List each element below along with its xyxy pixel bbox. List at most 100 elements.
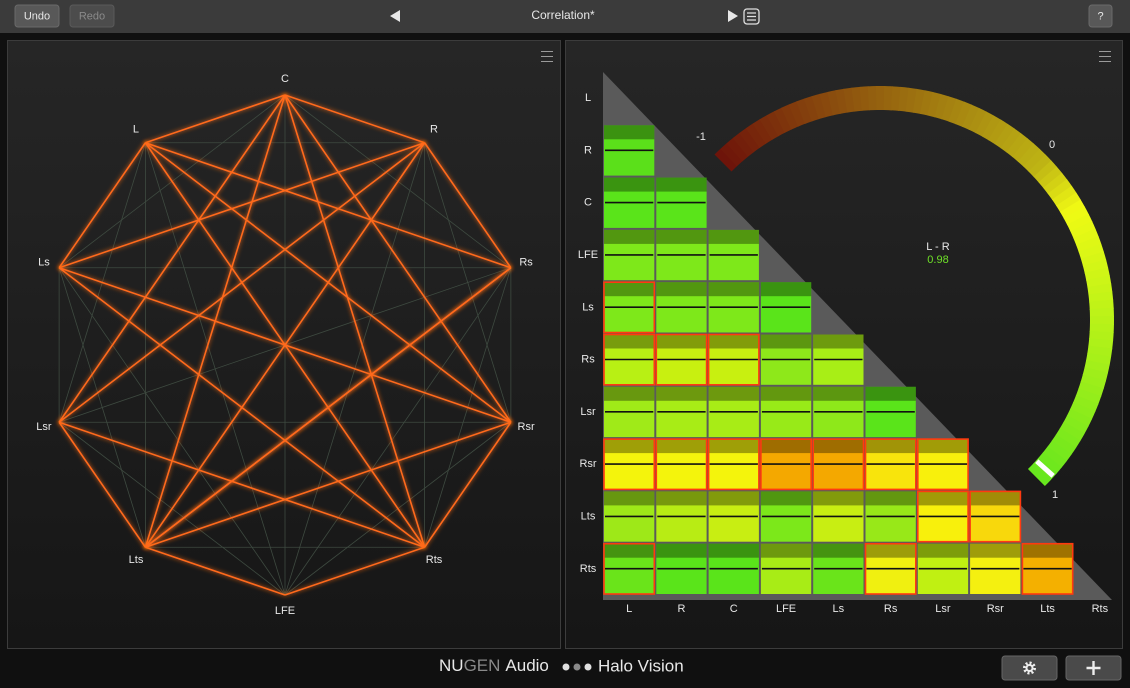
row-label: LFE [578, 249, 598, 261]
channel-label: Lts [129, 554, 144, 566]
alert-link [145, 421, 512, 549]
cell-shade [656, 439, 707, 454]
cell-shade [656, 491, 707, 506]
channel-label: Rs [519, 257, 533, 269]
meter-segment [720, 142, 743, 167]
graph-menu[interactable] [541, 51, 553, 62]
meter-segment [1072, 395, 1099, 413]
alert-link [284, 94, 425, 144]
alert-link [58, 94, 286, 423]
cell-shade [708, 282, 759, 297]
row-label: Lts [581, 510, 596, 522]
undo-button[interactable]: Undo [14, 4, 60, 28]
brand: NUGEN Audio [439, 656, 549, 675]
cell-shade [604, 439, 655, 454]
cell-shade [656, 334, 707, 349]
cell-shade [604, 386, 655, 401]
cell-shade [708, 543, 759, 558]
cell-shade [970, 543, 1021, 558]
meter-segment [1063, 206, 1089, 226]
preset-list-button[interactable] [743, 8, 760, 25]
row-label: C [584, 197, 592, 209]
meter-segment [968, 107, 987, 134]
pair-value: 0.98 [927, 254, 948, 266]
cell-alert [760, 438, 813, 491]
dot [562, 663, 570, 671]
settings-button[interactable] [1001, 655, 1058, 681]
redo-button[interactable]: Redo [69, 4, 115, 28]
meter-segment [1012, 138, 1035, 163]
meter-segment [732, 132, 755, 157]
column-label: Rsr [987, 603, 1004, 615]
cell-shade [604, 177, 655, 192]
link [58, 267, 286, 596]
cell-shade [760, 439, 812, 454]
meter-segment [988, 119, 1009, 145]
meter-segment [955, 101, 973, 128]
previous-preset[interactable] [390, 10, 400, 22]
channel-label: LFE [275, 605, 295, 617]
row-label: R [584, 144, 592, 156]
meter-segment [1056, 192, 1081, 213]
help-label[interactable]: ? [1097, 10, 1103, 22]
meter-segment [827, 90, 841, 116]
meter-segment [1059, 421, 1085, 442]
meter-min-label: -1 [696, 131, 706, 143]
next-preset[interactable] [728, 10, 738, 22]
channel-label: Lsr [36, 421, 52, 433]
alert-link [58, 267, 426, 548]
cell-shade [708, 229, 759, 244]
meter-segment [1078, 381, 1104, 397]
channel-label: Rsr [518, 421, 535, 433]
meter-segment [1075, 388, 1102, 405]
alert-link [145, 141, 512, 269]
cell-alert [864, 438, 917, 491]
dot [584, 663, 592, 671]
row-label: Rs [581, 354, 595, 366]
alert-link [58, 421, 425, 549]
meter-segment [1082, 259, 1109, 274]
cell-alert [603, 438, 656, 491]
meter-segment [981, 115, 1002, 141]
meter-segment [1078, 243, 1105, 260]
correlation-meter [714, 86, 1115, 487]
row-label: L [585, 92, 591, 104]
meter-segment [1089, 330, 1114, 342]
meter-segment [1042, 446, 1067, 468]
cell-shade [865, 439, 916, 454]
cell-alert [603, 281, 656, 334]
add-button[interactable] [1065, 655, 1122, 681]
cell-shade [604, 282, 655, 297]
cell-shade [656, 282, 707, 297]
cell-shade [708, 491, 759, 506]
column-label: LFE [776, 603, 796, 615]
meter-segment [1047, 440, 1072, 462]
column-label: Lsr [935, 603, 951, 615]
cell-alert [603, 542, 656, 595]
redo-label[interactable]: Redo [79, 10, 105, 22]
brand-nu: NU [439, 656, 464, 675]
help-button[interactable]: ? [1088, 4, 1113, 28]
cell-alert [916, 438, 969, 491]
undo-label[interactable]: Undo [24, 10, 50, 22]
alert-link [284, 546, 425, 596]
meter-segment [1006, 133, 1028, 158]
link [58, 267, 146, 548]
alert-link [58, 266, 512, 424]
row-label: Ls [582, 301, 594, 313]
cell-shade [760, 282, 812, 297]
cell-shade [813, 334, 864, 349]
meter-segment [714, 148, 738, 172]
cell-shade [656, 229, 707, 244]
cell-shade [760, 386, 812, 401]
brand-gen: GEN [464, 656, 501, 675]
pair-label: L - R [926, 241, 949, 253]
cell-shade [604, 491, 655, 506]
row-label: Lsr [580, 406, 596, 418]
alert-link [423, 142, 512, 269]
alert-link [58, 421, 147, 548]
column-label: Lts [1040, 603, 1055, 615]
meter-segment [1063, 415, 1089, 435]
matrix-menu[interactable] [1099, 51, 1111, 62]
cell-shade [813, 491, 864, 506]
